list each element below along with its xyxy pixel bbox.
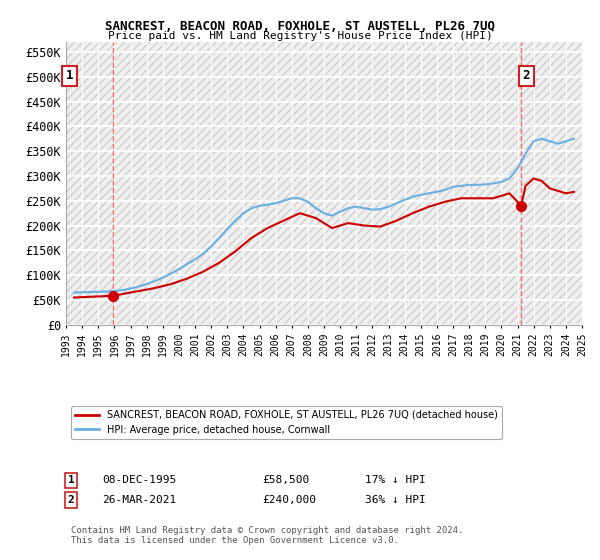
Text: Contains HM Land Registry data © Crown copyright and database right 2024.
This d: Contains HM Land Registry data © Crown c… (71, 526, 464, 545)
Legend: SANCREST, BEACON ROAD, FOXHOLE, ST AUSTELL, PL26 7UQ (detached house), HPI: Aver: SANCREST, BEACON ROAD, FOXHOLE, ST AUSTE… (71, 406, 502, 438)
Text: 1: 1 (68, 475, 74, 486)
Text: 17% ↓ HPI: 17% ↓ HPI (365, 475, 426, 486)
Text: SANCREST, BEACON ROAD, FOXHOLE, ST AUSTELL, PL26 7UQ: SANCREST, BEACON ROAD, FOXHOLE, ST AUSTE… (105, 20, 495, 32)
Text: 2: 2 (68, 495, 74, 505)
Text: £240,000: £240,000 (262, 495, 316, 505)
Text: 26-MAR-2021: 26-MAR-2021 (102, 495, 176, 505)
Text: £58,500: £58,500 (262, 475, 310, 486)
Text: 08-DEC-1995: 08-DEC-1995 (102, 475, 176, 486)
Text: 1: 1 (65, 69, 73, 82)
Text: 2: 2 (522, 69, 530, 82)
Text: Price paid vs. HM Land Registry's House Price Index (HPI): Price paid vs. HM Land Registry's House … (107, 31, 493, 41)
Text: 36% ↓ HPI: 36% ↓ HPI (365, 495, 426, 505)
